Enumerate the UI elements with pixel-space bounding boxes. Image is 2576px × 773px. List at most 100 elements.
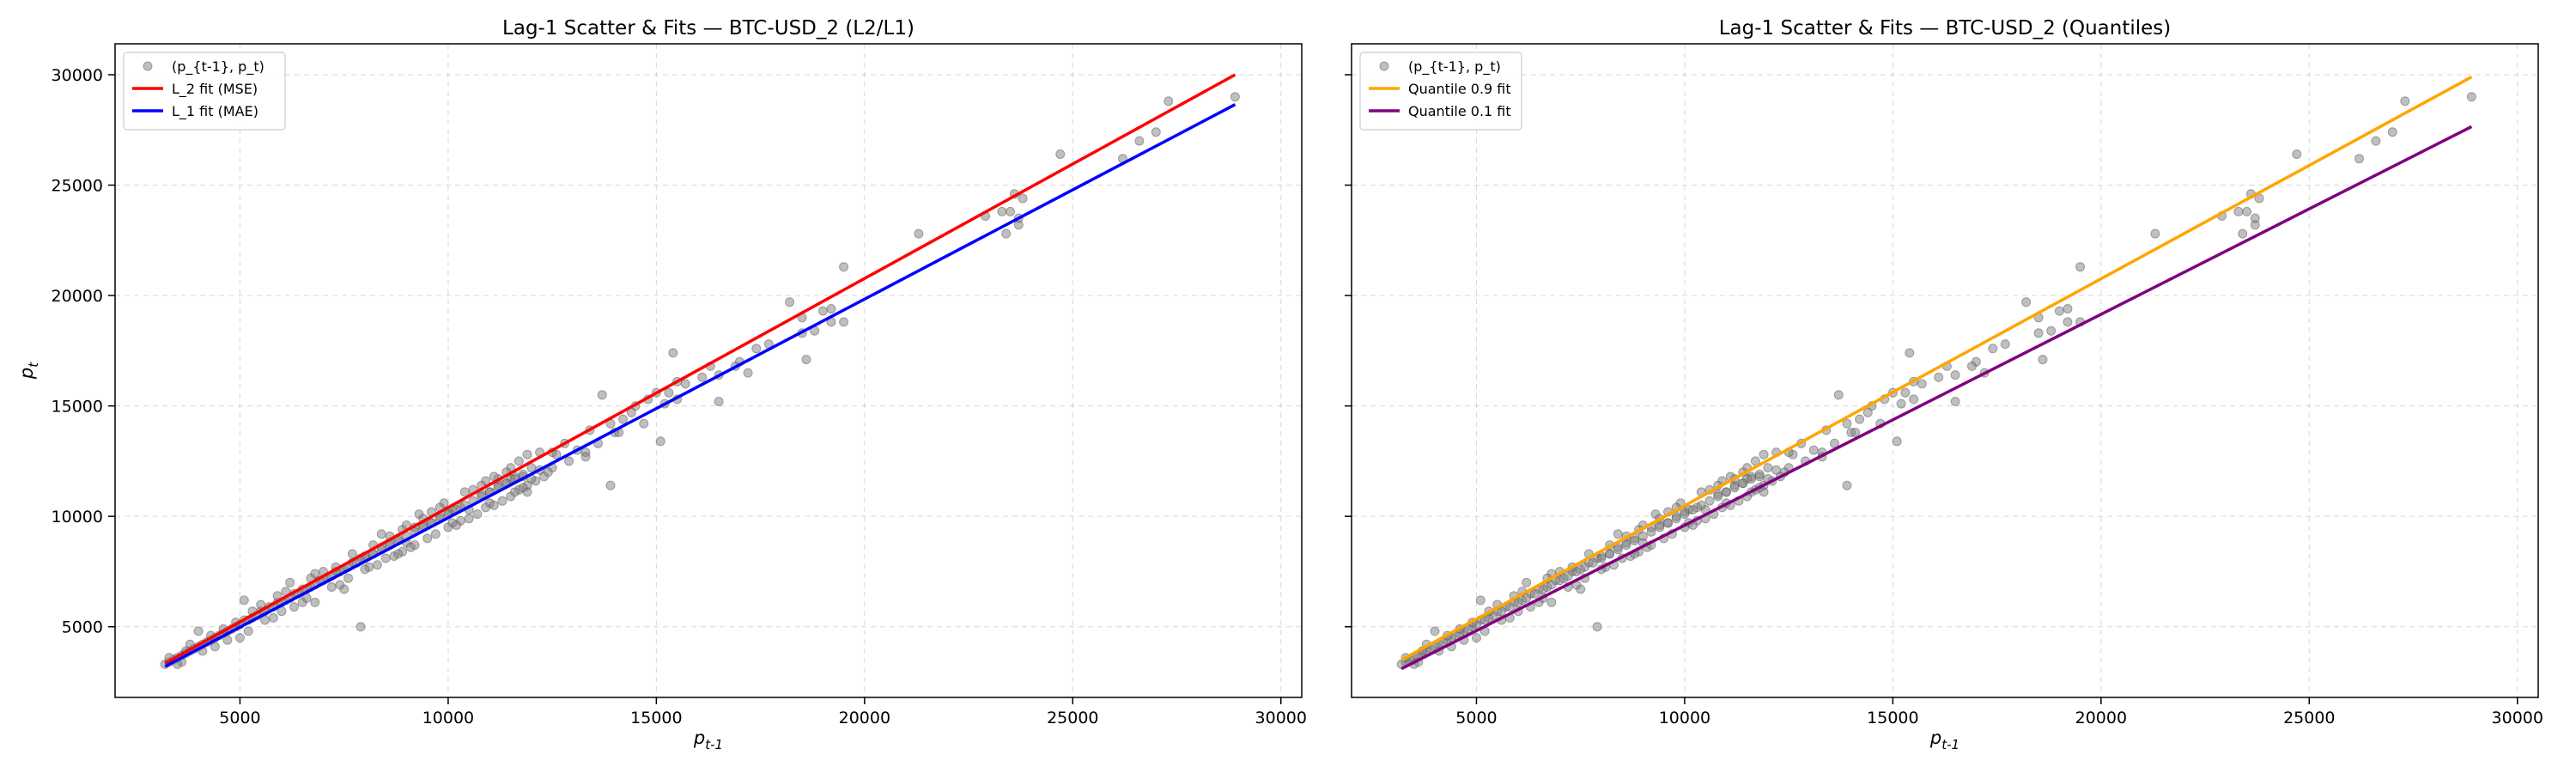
x-tick-label: 30000 (2492, 709, 2543, 727)
scatter-point (2242, 206, 2252, 216)
scatter-point (817, 306, 828, 316)
scatter-point (1808, 445, 1819, 455)
scatter-point (1842, 418, 1852, 429)
scatter-point (785, 297, 795, 307)
scatter-point (1655, 522, 1665, 533)
scatter-point (1522, 577, 1532, 587)
scatter-point (310, 597, 320, 607)
scatter-point (1850, 428, 1861, 437)
scatter-point (1934, 372, 1944, 382)
scatter-point (1892, 436, 1902, 447)
fit-line-1 (164, 73, 1236, 665)
legend-label-line-2: Quantile 0.1 fit (1408, 103, 1511, 119)
y-tick-label: 30000 (52, 66, 103, 85)
scatter-point (1905, 348, 1915, 358)
scatter-point (1613, 529, 1623, 539)
scatter-point (1055, 149, 1066, 159)
scatter-point (1967, 361, 1977, 371)
scatter-point (1862, 407, 1873, 417)
scatter-point (539, 472, 549, 482)
y-tick-label: 5000 (62, 618, 103, 637)
scatter-point (1538, 584, 1548, 594)
scatter-point (2371, 136, 2381, 146)
x-tick-label: 10000 (422, 709, 474, 727)
scatter-point (1950, 370, 1960, 380)
x-axis-label: pt-1 (693, 727, 723, 752)
scatter-point (639, 418, 649, 429)
scatter-point (518, 483, 528, 493)
x-tick-label: 25000 (1047, 709, 1098, 727)
scatter-point (2063, 317, 2073, 327)
scatter-point (839, 317, 849, 327)
scatter-point (1950, 397, 1960, 406)
scatter-point (481, 502, 491, 513)
scatter-point (801, 355, 811, 365)
scatter-point (289, 602, 299, 612)
legend-label-line-1: Quantile 0.9 fit (1408, 81, 1511, 97)
fit-line-1 (1400, 76, 2473, 661)
scatter-point (1529, 588, 1540, 599)
scatter-point (618, 414, 629, 424)
scatter-point (1592, 622, 1602, 632)
scatter-point (1680, 509, 1690, 520)
scatter-point (1900, 387, 1911, 398)
scatter-point (193, 626, 204, 636)
scatter-point (2038, 355, 2048, 365)
scatter-point (2292, 149, 2302, 159)
y-tick-label: 15000 (52, 398, 103, 417)
legend: (p_{t-1}, p_t) Quantile 0.9 fit Quantile 0… (1359, 52, 1522, 131)
legend-marker-scatter (143, 61, 153, 71)
scatter-point (1230, 92, 1240, 102)
scatter-point (839, 262, 849, 272)
scatter-point (2466, 92, 2476, 102)
scatter-point (2238, 228, 2248, 239)
scatter-point (997, 206, 1007, 216)
scatter-point (1596, 553, 1607, 563)
x-tick-label: 10000 (1659, 709, 1710, 727)
scatter-point (355, 622, 366, 632)
scatter-point (1588, 557, 1598, 568)
x-tick-label: 15000 (1867, 709, 1918, 727)
scatter-point (714, 397, 724, 406)
scatter-point (1688, 505, 1698, 514)
scatter-point (1917, 379, 1927, 389)
scatter-point (1018, 193, 1028, 204)
scatter-point (526, 463, 537, 473)
scatter-point (222, 635, 233, 645)
scatter-point (751, 344, 762, 354)
scatter-point (1430, 626, 1440, 636)
scatter-point (1759, 449, 1769, 460)
scatter-point (2150, 228, 2160, 239)
scatter-point (1754, 469, 1765, 479)
chart-title: Lag-1 Scatter & Fits — BTC-USD_2 (L2/L1) (502, 17, 914, 40)
scatter-point (235, 633, 245, 643)
scatter-point (410, 540, 420, 551)
scatter-point (1713, 491, 1723, 502)
x-tick-label: 15000 (630, 709, 682, 727)
scatter-point (1729, 483, 1740, 493)
scatter-point (343, 573, 354, 583)
scatter-point (260, 615, 270, 625)
scatter-point (376, 529, 386, 539)
scatter-point (239, 595, 249, 606)
x-tick-label: 5000 (1455, 709, 1497, 727)
scatter-point (1001, 228, 1012, 239)
scatter-point (1747, 474, 1756, 484)
scatter-point (564, 456, 574, 466)
scatter-point (1475, 595, 1485, 606)
x-tick-label: 25000 (2283, 709, 2335, 727)
scatter-point (430, 529, 440, 539)
scatter-point (2075, 262, 2086, 272)
scatter-point (1833, 390, 1844, 400)
scatter-point (1671, 514, 1681, 524)
scatter-point (422, 533, 433, 544)
scatter-point (1763, 463, 1773, 473)
legend-label-line-1: L_2 fit (MSE) (172, 81, 258, 98)
scatter-point (497, 496, 507, 506)
chart-panel-1: 5000 10000 15000 20000 25000 30000 5000 10000 15… (16, 17, 1307, 752)
scatter-point (1472, 633, 1481, 643)
scatter-point (1605, 549, 1615, 559)
scatter-point (2021, 297, 2032, 307)
scatter-point (326, 582, 337, 592)
